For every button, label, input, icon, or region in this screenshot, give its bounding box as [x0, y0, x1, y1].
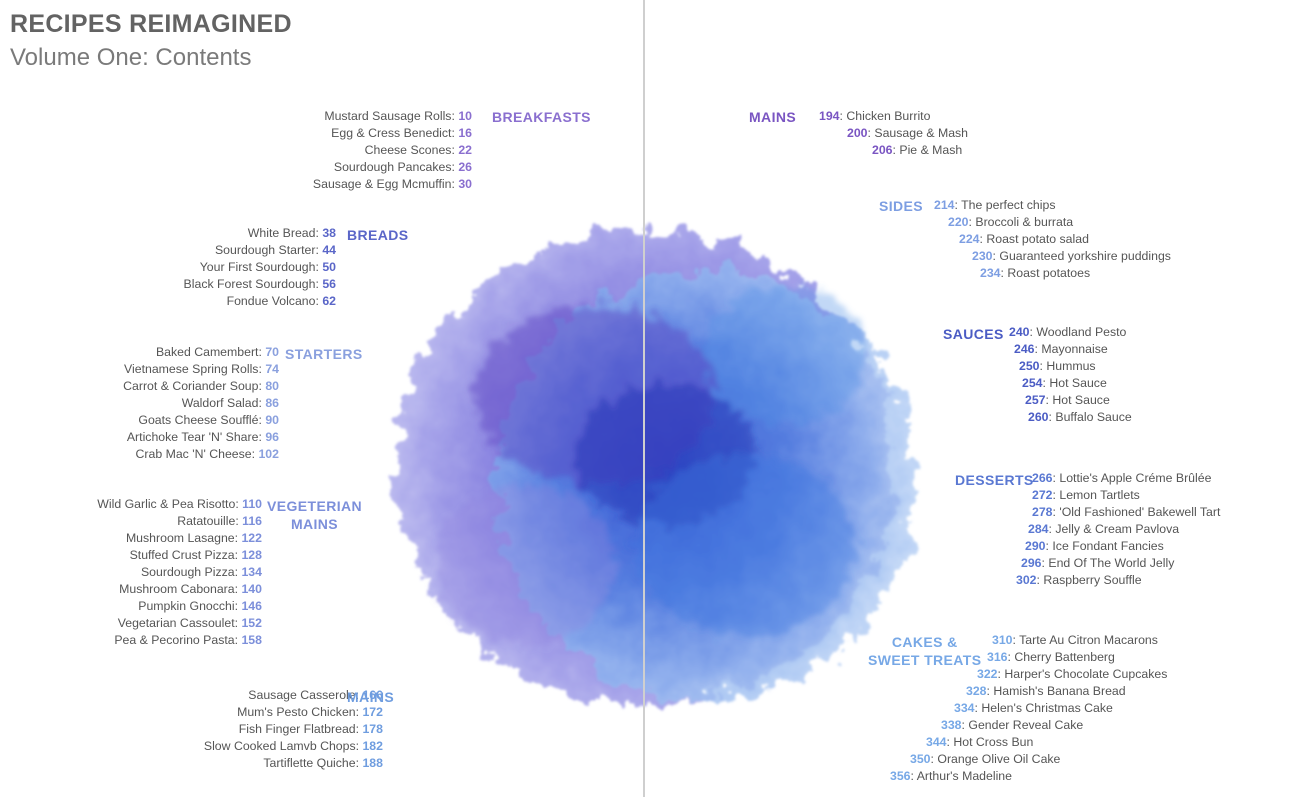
toc-entry: 272: Lemon Tartlets [1032, 488, 1140, 502]
section-heading-line: VEGETERIAN [267, 498, 363, 514]
toc-entry: Vietnamese Spring Rolls: 74 [124, 362, 279, 376]
toc-entry: White Bread: 38 [247, 226, 336, 240]
toc-entry: Waldorf Salad: 86 [181, 396, 279, 410]
section-heading-line: CAKES & [891, 634, 958, 650]
toc-list-starters: Baked Camembert: 70 Vietnamese Spring Ro… [123, 344, 279, 463]
section-heading-breads: BREADS [347, 227, 409, 243]
toc-entry: Carrot & Coriander Soup: 80 [123, 379, 279, 393]
watercolor-splash [395, 229, 915, 705]
toc-entry: Artichoke Tear 'N' Share: 96 [126, 430, 279, 444]
toc-entry: 230: Guaranteed yorkshire puddings [972, 249, 1171, 263]
section-heading-vegetarian-mains: VEGETERIAN MAINS [267, 497, 362, 533]
toc-entry: Your First Sourdough: 50 [199, 260, 336, 274]
toc-entry: 344: Hot Cross Bun [926, 735, 1034, 749]
toc-entry: 290: Ice Fondant Fancies [1025, 539, 1164, 553]
toc-entry: Mushroom Cabonara: 140 [119, 582, 262, 596]
toc-entry: Tartiflette Quiche: 188 [263, 756, 383, 770]
toc-entry: Pumpkin Gnocchi: 146 [138, 599, 262, 613]
toc-entry: 356: Arthur's Madeline [890, 769, 1012, 783]
section-heading-desserts: DESSERTS [955, 472, 1034, 488]
toc-list-sides: 214: The perfect chips 220: Broccoli & b… [934, 197, 1171, 282]
toc-entry: 310: Tarte Au Citron Macarons [992, 633, 1158, 647]
toc-list-mains-right: 194: Chicken Burrito 200: Sausage & Mash… [819, 108, 968, 159]
toc-entry: Baked Camembert: 70 [155, 345, 279, 359]
toc-entry: Sourdough Pizza: 134 [140, 565, 262, 579]
toc-entry: Mushroom Lasagne: 122 [125, 531, 262, 545]
toc-list-breads: White Bread: 38 Sourdough Starter: 44 Yo… [184, 225, 336, 310]
section-heading-mains-left: MAINS [347, 689, 395, 705]
toc-entry: 234: Roast potatoes [980, 266, 1091, 280]
toc-entry: 334: Helen's Christmas Cake [954, 701, 1113, 715]
section-heading-sides: SIDES [879, 198, 924, 214]
page-subtitle: Volume One: Contents [10, 44, 252, 71]
toc-entry: Goats Cheese Soufflé: 90 [138, 413, 279, 427]
toc-list-cakes: 310: Tarte Au Citron Macarons 316: Cherr… [890, 632, 1167, 785]
toc-entry: 260: Buffalo Sauce [1028, 410, 1132, 424]
toc-entry: Wild Garlic & Pea Risotto: 110 [97, 497, 262, 511]
toc-entry: 214: The perfect chips [934, 198, 1056, 212]
toc-list-mains-left: Sausage Casserole: 166 Mum's Pesto Chick… [204, 687, 383, 772]
toc-entry: 246: Mayonnaise [1014, 342, 1108, 356]
section-heading-cakes: CAKES & SWEET TREATS [868, 633, 981, 669]
toc-entry: Sourdough Starter: 44 [214, 243, 336, 257]
section-heading-line: SWEET TREATS [868, 652, 982, 668]
toc-entry: 257: Hot Sauce [1025, 393, 1110, 407]
section-heading-line: MAINS [290, 516, 339, 532]
page-spine [643, 0, 645, 797]
toc-entry: 254: Hot Sauce [1022, 376, 1107, 390]
toc-entry: 240: Woodland Pesto [1009, 325, 1127, 339]
section-heading-mains-right: MAINS [749, 109, 797, 125]
toc-entry: 350: Orange Olive Oil Cake [910, 752, 1061, 766]
toc-entry: Mum's Pesto Chicken: 172 [237, 705, 383, 719]
toc-entry: Fondue Volcano: 62 [226, 294, 336, 308]
toc-entry: Cheese Scones: 22 [364, 143, 472, 157]
page-title: RECIPES REIMAGINED [10, 10, 292, 38]
toc-entry: 316: Cherry Battenberg [987, 650, 1115, 664]
toc-entry: Sourdough Pancakes: 26 [333, 160, 472, 174]
toc-entry: 266: Lottie's Apple Créme Brûlée [1032, 471, 1212, 485]
toc-entry: 302: Raspberry Souffle [1016, 573, 1142, 587]
toc-entry: Sausage Casserole: 166 [248, 688, 383, 702]
toc-entry: Ratatouille: 116 [177, 514, 262, 528]
toc-entry: 284: Jelly & Cream Pavlova [1028, 522, 1180, 536]
toc-entry: Egg & Cress Benedict: 16 [331, 126, 472, 140]
toc-entry: 322: Harper's Chocolate Cupcakes [977, 667, 1168, 681]
toc-entry: Crab Mac 'N' Cheese: 102 [135, 447, 279, 461]
toc-entry: 224: Roast potato salad [959, 232, 1089, 246]
section-heading-breakfasts: BREAKFASTS [492, 109, 591, 125]
toc-entry: Black Forest Sourdough: 56 [183, 277, 336, 291]
toc-list-desserts: 266: Lottie's Apple Créme Brûlée 272: Le… [1016, 470, 1221, 589]
toc-entry: 338: Gender Reveal Cake [941, 718, 1084, 732]
toc-entry: Vegetarian Cassoulet: 152 [117, 616, 262, 630]
toc-entry: Slow Cooked Lamvb Chops: 182 [203, 739, 383, 753]
toc-entry: Fish Finger Flatbread: 178 [238, 722, 383, 736]
toc-entry: 278: 'Old Fashioned' Bakewell Tart [1032, 505, 1221, 519]
toc-entry: Pea & Pecorino Pasta: 158 [114, 633, 262, 647]
toc-entry: 220: Broccoli & burrata [948, 215, 1074, 229]
toc-entry: 200: Sausage & Mash [847, 126, 969, 140]
toc-list-vegetarian-mains: Wild Garlic & Pea Risotto: 110 Ratatouil… [97, 496, 262, 649]
toc-list-breakfasts: Mustard Sausage Rolls: 10 Egg & Cress Be… [313, 108, 472, 193]
toc-entry: Mustard Sausage Rolls: 10 [324, 109, 472, 123]
toc-entry: Sausage & Egg Mcmuffin: 30 [312, 177, 472, 191]
toc-entry: 206: Pie & Mash [872, 143, 963, 157]
section-heading-sauces: SAUCES [943, 326, 1004, 342]
toc-list-sauces: 240: Woodland Pesto 246: Mayonnaise 250:… [1009, 324, 1132, 426]
toc-entry: 328: Hamish's Banana Bread [966, 684, 1126, 698]
toc-entry: 194: Chicken Burrito [819, 109, 931, 123]
toc-entry: 296: End Of The World Jelly [1021, 556, 1175, 570]
section-heading-starters: STARTERS [285, 346, 363, 362]
toc-entry: Stuffed Crust Pizza: 128 [129, 548, 262, 562]
toc-entry: 250: Hummus [1019, 359, 1096, 373]
